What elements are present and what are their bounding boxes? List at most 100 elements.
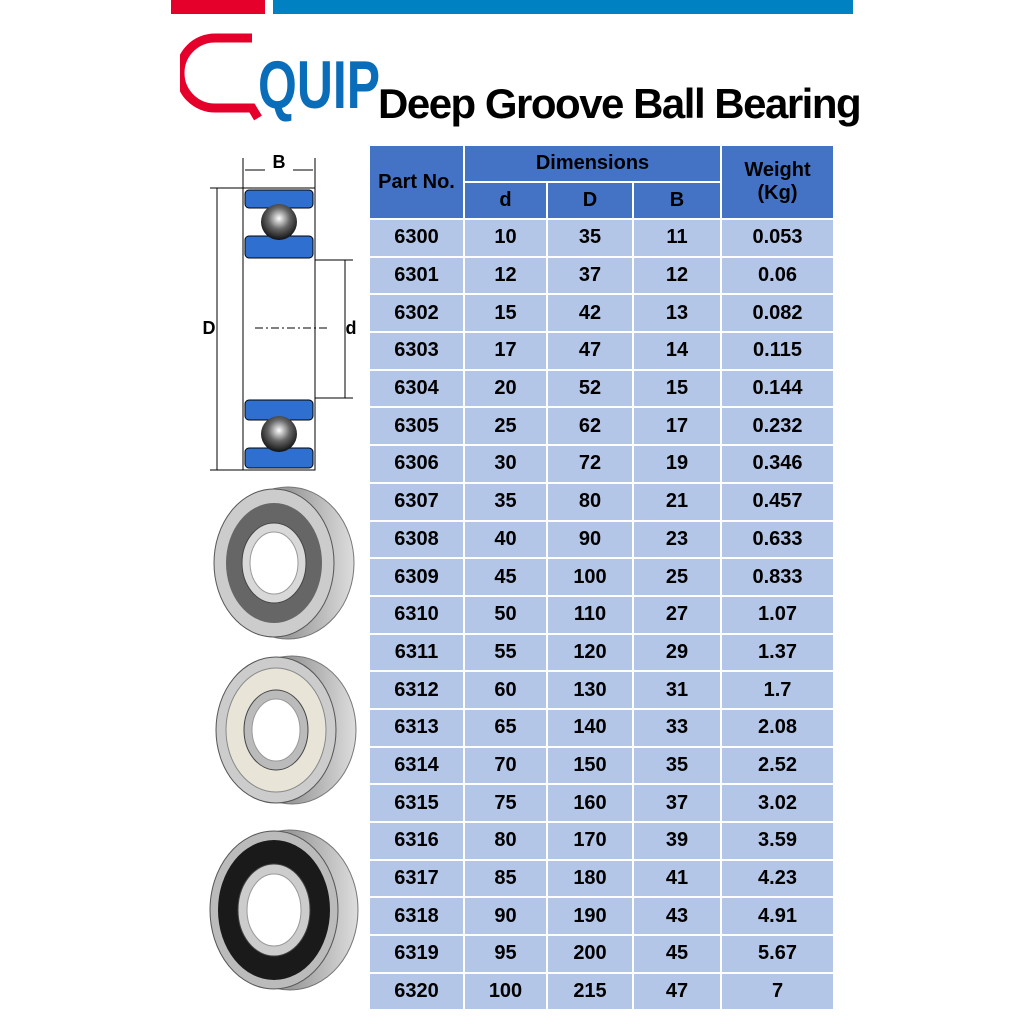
table-row: 6302 15 42 13 0.082 bbox=[370, 295, 833, 332]
cell-weight: 2.08 bbox=[722, 709, 833, 746]
red-accent-bar bbox=[171, 0, 265, 14]
cell-part-no: 6312 bbox=[370, 672, 463, 708]
cell-inner-diameter: 90 bbox=[465, 898, 546, 935]
bearing-cross-section-diagram: B D d bbox=[203, 152, 357, 471]
cell-inner-diameter: 25 bbox=[465, 408, 546, 445]
cell-width: 11 bbox=[634, 220, 720, 256]
header-d: d bbox=[465, 183, 546, 218]
cell-width: 45 bbox=[634, 936, 720, 972]
cell-part-no: 6315 bbox=[370, 785, 463, 821]
cell-weight: 0.633 bbox=[722, 521, 833, 558]
cell-weight: 2.52 bbox=[722, 747, 833, 784]
cell-part-no: 6311 bbox=[370, 634, 463, 671]
cell-part-no: 6301 bbox=[370, 257, 463, 294]
cell-width: 19 bbox=[634, 446, 720, 482]
header-D: D bbox=[548, 183, 632, 218]
cell-weight: 0.115 bbox=[722, 333, 833, 369]
cell-width: 25 bbox=[634, 559, 720, 595]
cell-outer-diameter: 130 bbox=[548, 672, 632, 708]
label-B: B bbox=[273, 152, 286, 172]
label-D: D bbox=[203, 318, 216, 338]
cell-outer-diameter: 170 bbox=[548, 823, 632, 859]
cell-inner-diameter: 95 bbox=[465, 936, 546, 972]
cell-part-no: 6316 bbox=[370, 823, 463, 859]
table-row: 6318 90 190 43 4.91 bbox=[370, 898, 833, 935]
cell-outer-diameter: 160 bbox=[548, 785, 632, 821]
cell-part-no: 6305 bbox=[370, 408, 463, 445]
header-part-no: Part No. bbox=[370, 146, 463, 218]
svg-text:QUIP: QUIP bbox=[258, 47, 380, 123]
cell-inner-diameter: 100 bbox=[465, 973, 546, 1010]
cell-weight: 3.59 bbox=[722, 823, 833, 859]
cell-part-no: 6319 bbox=[370, 936, 463, 972]
cell-weight: 1.37 bbox=[722, 634, 833, 671]
cell-inner-diameter: 80 bbox=[465, 823, 546, 859]
bearing-spec-table: Part No. Dimensions Weight (Kg) d D B 63… bbox=[368, 144, 835, 1011]
quip-logo: QUIP bbox=[180, 33, 380, 123]
cell-inner-diameter: 12 bbox=[465, 257, 546, 294]
cell-inner-diameter: 60 bbox=[465, 672, 546, 708]
cell-weight: 3.02 bbox=[722, 785, 833, 821]
cell-outer-diameter: 180 bbox=[548, 860, 632, 897]
cell-width: 43 bbox=[634, 898, 720, 935]
cell-part-no: 6303 bbox=[370, 333, 463, 369]
cell-part-no: 6317 bbox=[370, 860, 463, 897]
cell-outer-diameter: 200 bbox=[548, 936, 632, 972]
cell-outer-diameter: 150 bbox=[548, 747, 632, 784]
header-dimensions: Dimensions bbox=[465, 146, 720, 181]
cell-part-no: 6313 bbox=[370, 709, 463, 746]
table-row: 6314 70 150 35 2.52 bbox=[370, 747, 833, 784]
cell-outer-diameter: 47 bbox=[548, 333, 632, 369]
cell-inner-diameter: 65 bbox=[465, 709, 546, 746]
cell-part-no: 6310 bbox=[370, 596, 463, 633]
cell-part-no: 6309 bbox=[370, 559, 463, 595]
cell-outer-diameter: 37 bbox=[548, 257, 632, 294]
cell-weight: 0.457 bbox=[722, 483, 833, 520]
cell-inner-diameter: 50 bbox=[465, 596, 546, 633]
table-row: 6320 100 215 47 7 bbox=[370, 973, 833, 1010]
table-row: 6307 35 80 21 0.457 bbox=[370, 483, 833, 520]
cell-weight: 0.144 bbox=[722, 370, 833, 407]
table-row: 6315 75 160 37 3.02 bbox=[370, 785, 833, 821]
cell-weight: 0.232 bbox=[722, 408, 833, 445]
cell-weight: 1.07 bbox=[722, 596, 833, 633]
table-row: 6313 65 140 33 2.08 bbox=[370, 709, 833, 746]
table-row: 6317 85 180 41 4.23 bbox=[370, 860, 833, 897]
cell-outer-diameter: 42 bbox=[548, 295, 632, 332]
cell-part-no: 6302 bbox=[370, 295, 463, 332]
cell-width: 29 bbox=[634, 634, 720, 671]
cell-width: 14 bbox=[634, 333, 720, 369]
cell-outer-diameter: 80 bbox=[548, 483, 632, 520]
cell-part-no: 6320 bbox=[370, 973, 463, 1010]
cell-outer-diameter: 120 bbox=[548, 634, 632, 671]
cell-inner-diameter: 30 bbox=[465, 446, 546, 482]
cell-width: 47 bbox=[634, 973, 720, 1010]
cell-part-no: 6308 bbox=[370, 521, 463, 558]
cell-width: 23 bbox=[634, 521, 720, 558]
page-title: Deep Groove Ball Bearing bbox=[378, 80, 862, 127]
cell-inner-diameter: 75 bbox=[465, 785, 546, 821]
cell-inner-diameter: 40 bbox=[465, 521, 546, 558]
cell-width: 15 bbox=[634, 370, 720, 407]
cell-outer-diameter: 100 bbox=[548, 559, 632, 595]
open-bearing-photo bbox=[213, 486, 355, 640]
cell-outer-diameter: 35 bbox=[548, 220, 632, 256]
cell-width: 12 bbox=[634, 257, 720, 294]
table-row: 6316 80 170 39 3.59 bbox=[370, 823, 833, 859]
cell-inner-diameter: 70 bbox=[465, 747, 546, 784]
cell-inner-diameter: 20 bbox=[465, 370, 546, 407]
table-row: 6303 17 47 14 0.115 bbox=[370, 333, 833, 369]
label-d: d bbox=[346, 318, 357, 338]
cell-weight: 0.833 bbox=[722, 559, 833, 595]
table-row: 6309 45 100 25 0.833 bbox=[370, 559, 833, 595]
cell-width: 37 bbox=[634, 785, 720, 821]
cell-weight: 4.23 bbox=[722, 860, 833, 897]
blue-accent-bar bbox=[273, 0, 853, 14]
cell-outer-diameter: 190 bbox=[548, 898, 632, 935]
cell-weight: 0.053 bbox=[722, 220, 833, 256]
table-row: 6319 95 200 45 5.67 bbox=[370, 936, 833, 972]
cell-width: 35 bbox=[634, 747, 720, 784]
table-row: 6306 30 72 19 0.346 bbox=[370, 446, 833, 482]
cell-inner-diameter: 15 bbox=[465, 295, 546, 332]
cell-part-no: 6300 bbox=[370, 220, 463, 256]
